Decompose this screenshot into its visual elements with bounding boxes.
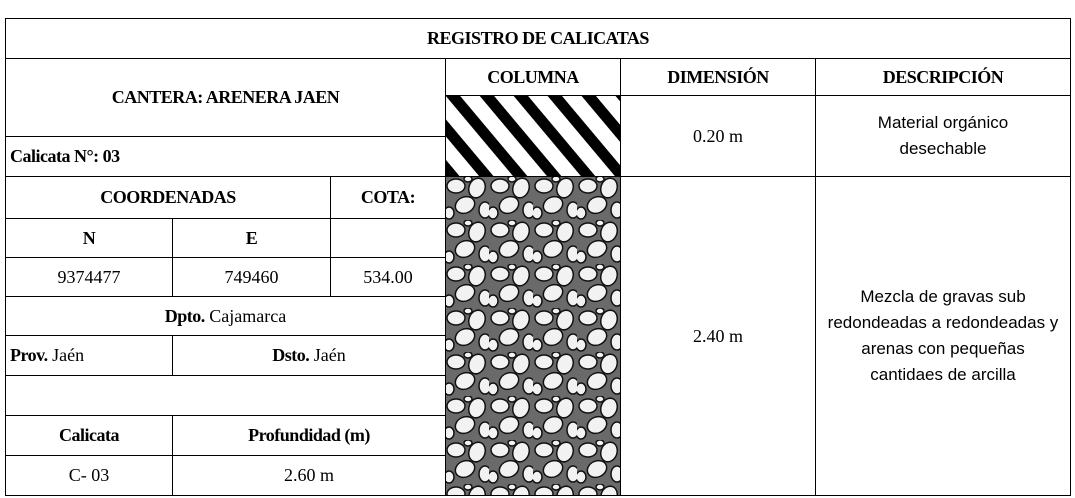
header: DESCRIPCIÓN — [815, 58, 1071, 96]
prov: Prov. Jaén — [5, 335, 173, 376]
e-label: E — [172, 218, 331, 258]
description: Material orgánico desechable — [815, 95, 1071, 177]
calicata-number: Calicata N°: 03 — [5, 136, 446, 177]
dimension: 0.20 m — [620, 95, 816, 177]
description: Mezcla de gravas sub redondeadas a redon… — [815, 176, 1071, 496]
header: COLUMNA — [445, 58, 621, 96]
empty-row — [5, 375, 446, 416]
dsto-label: Dsto. — [272, 345, 310, 365]
cota-value: 534.00 — [330, 257, 446, 297]
prov-value: Jaén — [52, 345, 85, 365]
dpto-label: Dpto. — [164, 305, 206, 326]
n-value: 9374477 — [5, 257, 173, 297]
title: REGISTRO DE CALICATAS — [5, 18, 1071, 59]
e-value: 749460 — [172, 257, 331, 297]
dsto-value: Jaén — [313, 345, 346, 365]
n-label: N — [5, 218, 173, 258]
gravel-column — [445, 176, 621, 496]
dimension: 2.40 m — [620, 176, 816, 496]
hatch-column — [445, 95, 621, 177]
prov-label: Prov. — [10, 345, 48, 365]
cantera: CANTERA: ARENERA JAEN — [5, 58, 446, 137]
coordinates-label: COORDENADAS — [5, 176, 331, 219]
dpto: Dpto. Cajamarca — [5, 296, 446, 336]
calicata-value: C- 03 — [5, 455, 173, 496]
header: DIMENSIÓN — [620, 58, 816, 96]
dsto: Dsto. Jaén — [172, 335, 446, 376]
depth-value: 2.60 m — [172, 455, 446, 496]
summary-header: Calicata — [5, 415, 173, 456]
empty-cell — [330, 218, 446, 258]
dpto-value: Cajamarca — [209, 305, 287, 326]
cota-label: COTA: — [330, 176, 446, 219]
summary-header: Profundidad (m) — [172, 415, 446, 456]
